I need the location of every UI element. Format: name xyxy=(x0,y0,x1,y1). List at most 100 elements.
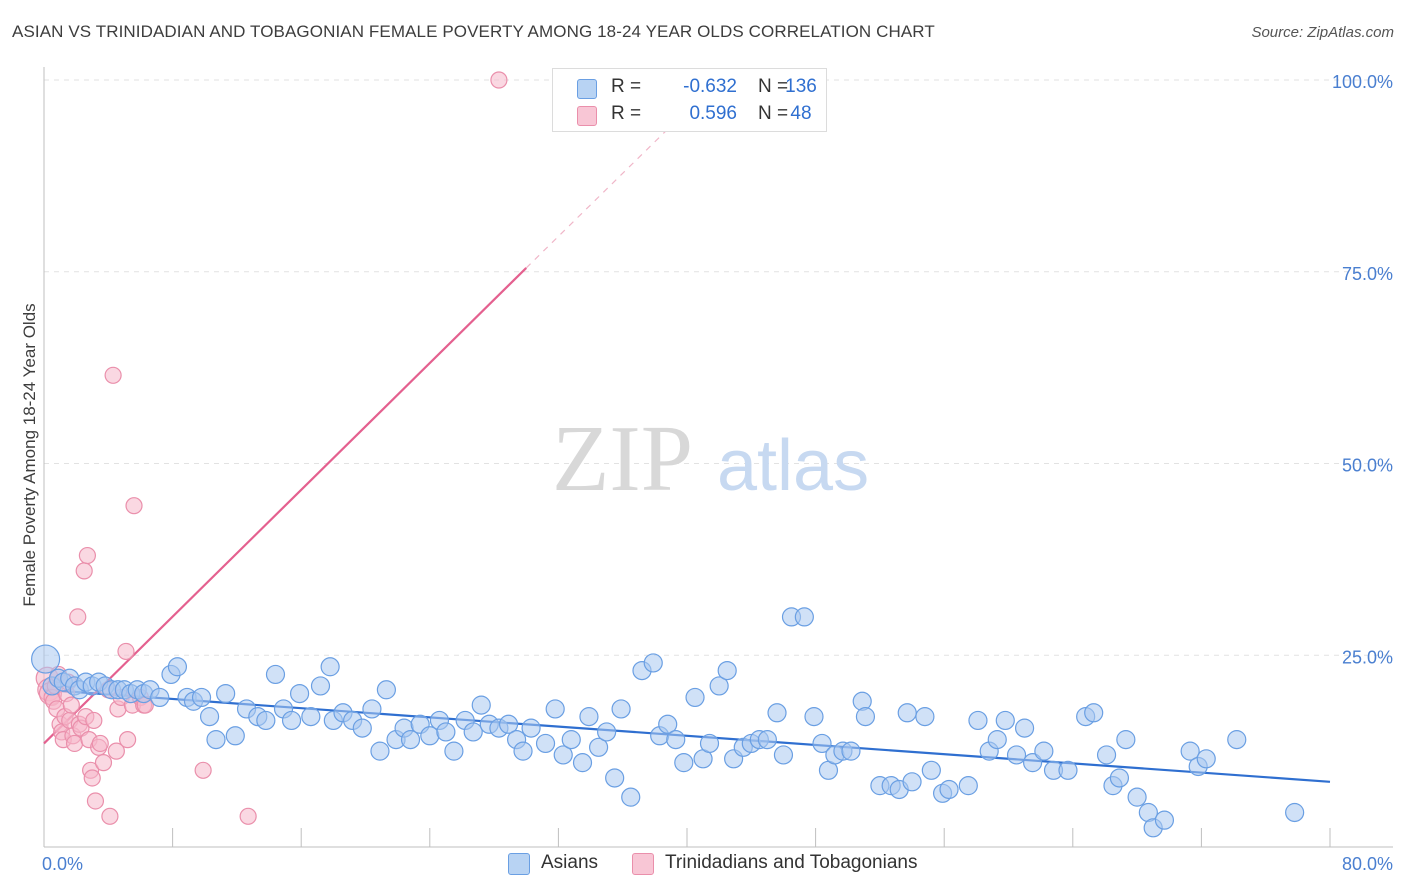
point-asian xyxy=(1116,730,1136,750)
point-asian xyxy=(1227,730,1247,750)
point-asian xyxy=(597,722,617,742)
point-asian xyxy=(666,730,686,750)
point-trinidadian xyxy=(75,562,93,580)
point-asian xyxy=(1180,741,1200,761)
point-asian xyxy=(579,707,599,727)
y-tick-label: 100.0% xyxy=(1332,72,1393,92)
x-tick-label: 80.0% xyxy=(1342,854,1393,874)
point-trinidadian xyxy=(104,366,122,384)
point-asian xyxy=(191,687,212,708)
point-asian xyxy=(206,730,226,750)
x-tick-label: 0.0% xyxy=(42,854,83,874)
point-asian xyxy=(685,687,705,708)
point-asian xyxy=(265,664,286,685)
point-asian xyxy=(812,733,832,754)
point-asian xyxy=(420,726,440,746)
point-asian xyxy=(1034,741,1054,761)
y-tick-label: 50.0% xyxy=(1342,456,1393,476)
trend-line-trinidadians xyxy=(43,267,528,745)
point-asian xyxy=(281,710,302,731)
legend-r-value: -0.632 xyxy=(683,76,737,97)
point-asian xyxy=(1096,745,1117,765)
point-asian xyxy=(150,687,170,708)
point-asian xyxy=(167,657,188,677)
point-asian xyxy=(1084,703,1104,723)
point-asian xyxy=(717,660,737,681)
point-asian xyxy=(794,607,814,627)
point-asian xyxy=(987,730,1007,750)
point-asian xyxy=(958,776,978,796)
point-asian xyxy=(757,730,777,750)
point-asian xyxy=(545,699,565,719)
point-trinidadian xyxy=(490,71,508,89)
point-asian xyxy=(995,710,1015,731)
point-asian xyxy=(855,707,876,727)
bottom-legend-label: Asians xyxy=(541,852,599,873)
point-asian xyxy=(535,733,556,754)
legend-n-label: N = xyxy=(758,103,789,124)
point-trinidadian xyxy=(194,761,212,779)
axes xyxy=(43,67,1393,848)
point-asian xyxy=(376,680,396,700)
legend-r-label: R = xyxy=(611,103,642,124)
point-asian xyxy=(320,657,340,677)
chart-title: ASIAN VS TRINIDADIAN AND TOBAGONIAN FEMA… xyxy=(12,22,935,41)
point-trinidadian xyxy=(125,497,143,515)
point-asian xyxy=(471,695,491,715)
point-asian xyxy=(897,703,917,723)
point-asian xyxy=(902,772,922,792)
point-asian xyxy=(362,699,382,719)
point-trinidadian xyxy=(101,807,119,825)
point-trinidadian xyxy=(78,546,97,565)
y-tick-label: 25.0% xyxy=(1342,647,1393,667)
point-asian xyxy=(1196,749,1216,769)
grid-lines xyxy=(44,79,1393,656)
legend-r-label: R = xyxy=(611,76,642,97)
trend-line-asians xyxy=(43,688,1331,783)
point-asian xyxy=(658,714,678,734)
point-asian xyxy=(310,676,331,696)
point-asian xyxy=(674,753,694,773)
point-trinidadian xyxy=(107,742,125,760)
legend-n-label: N = xyxy=(758,76,789,97)
point-asian xyxy=(1127,787,1147,807)
point-asian xyxy=(400,730,421,750)
tick-labels: 25.0% 50.0% 75.0% 100.0% 0.0% 80.0% xyxy=(42,72,1393,874)
bottom-legend-label: Trinidadians and Tobagonians xyxy=(665,852,918,873)
point-asian xyxy=(968,710,988,731)
point-trinidadian xyxy=(83,769,101,787)
watermark-atlas: atlas xyxy=(717,426,869,506)
point-asian xyxy=(621,787,641,807)
point-asian xyxy=(1006,745,1027,765)
point-asian xyxy=(588,737,609,757)
point-asian xyxy=(463,722,483,742)
point-asian xyxy=(1285,802,1305,823)
watermark: ZIP atlas xyxy=(552,407,869,511)
point-asian xyxy=(841,741,861,761)
point-asian xyxy=(31,644,61,674)
legend-n-value: 136 xyxy=(785,76,817,97)
bottom-legend-swatch-blue xyxy=(508,853,530,875)
point-asian xyxy=(553,745,573,765)
point-trinidadian xyxy=(65,734,84,753)
point-asian xyxy=(605,768,625,788)
point-asian xyxy=(301,707,321,727)
point-asian xyxy=(773,745,794,765)
point-asian xyxy=(1014,718,1035,738)
point-asian xyxy=(256,710,276,731)
point-asian xyxy=(225,726,245,746)
source-label: Source: ZipAtlas.com xyxy=(1251,24,1394,41)
point-asian xyxy=(370,741,390,761)
point-asian xyxy=(915,707,935,727)
point-asian xyxy=(199,707,220,727)
legend-swatch-pink xyxy=(577,106,597,126)
trend-lines xyxy=(43,125,1331,783)
point-asian xyxy=(699,733,720,754)
point-trinidadian xyxy=(62,696,80,714)
point-trinidadian xyxy=(239,807,257,825)
watermark-zip: ZIP xyxy=(552,407,693,511)
point-trinidadian xyxy=(118,731,137,749)
point-asian xyxy=(436,722,456,742)
point-asian xyxy=(1109,768,1130,788)
